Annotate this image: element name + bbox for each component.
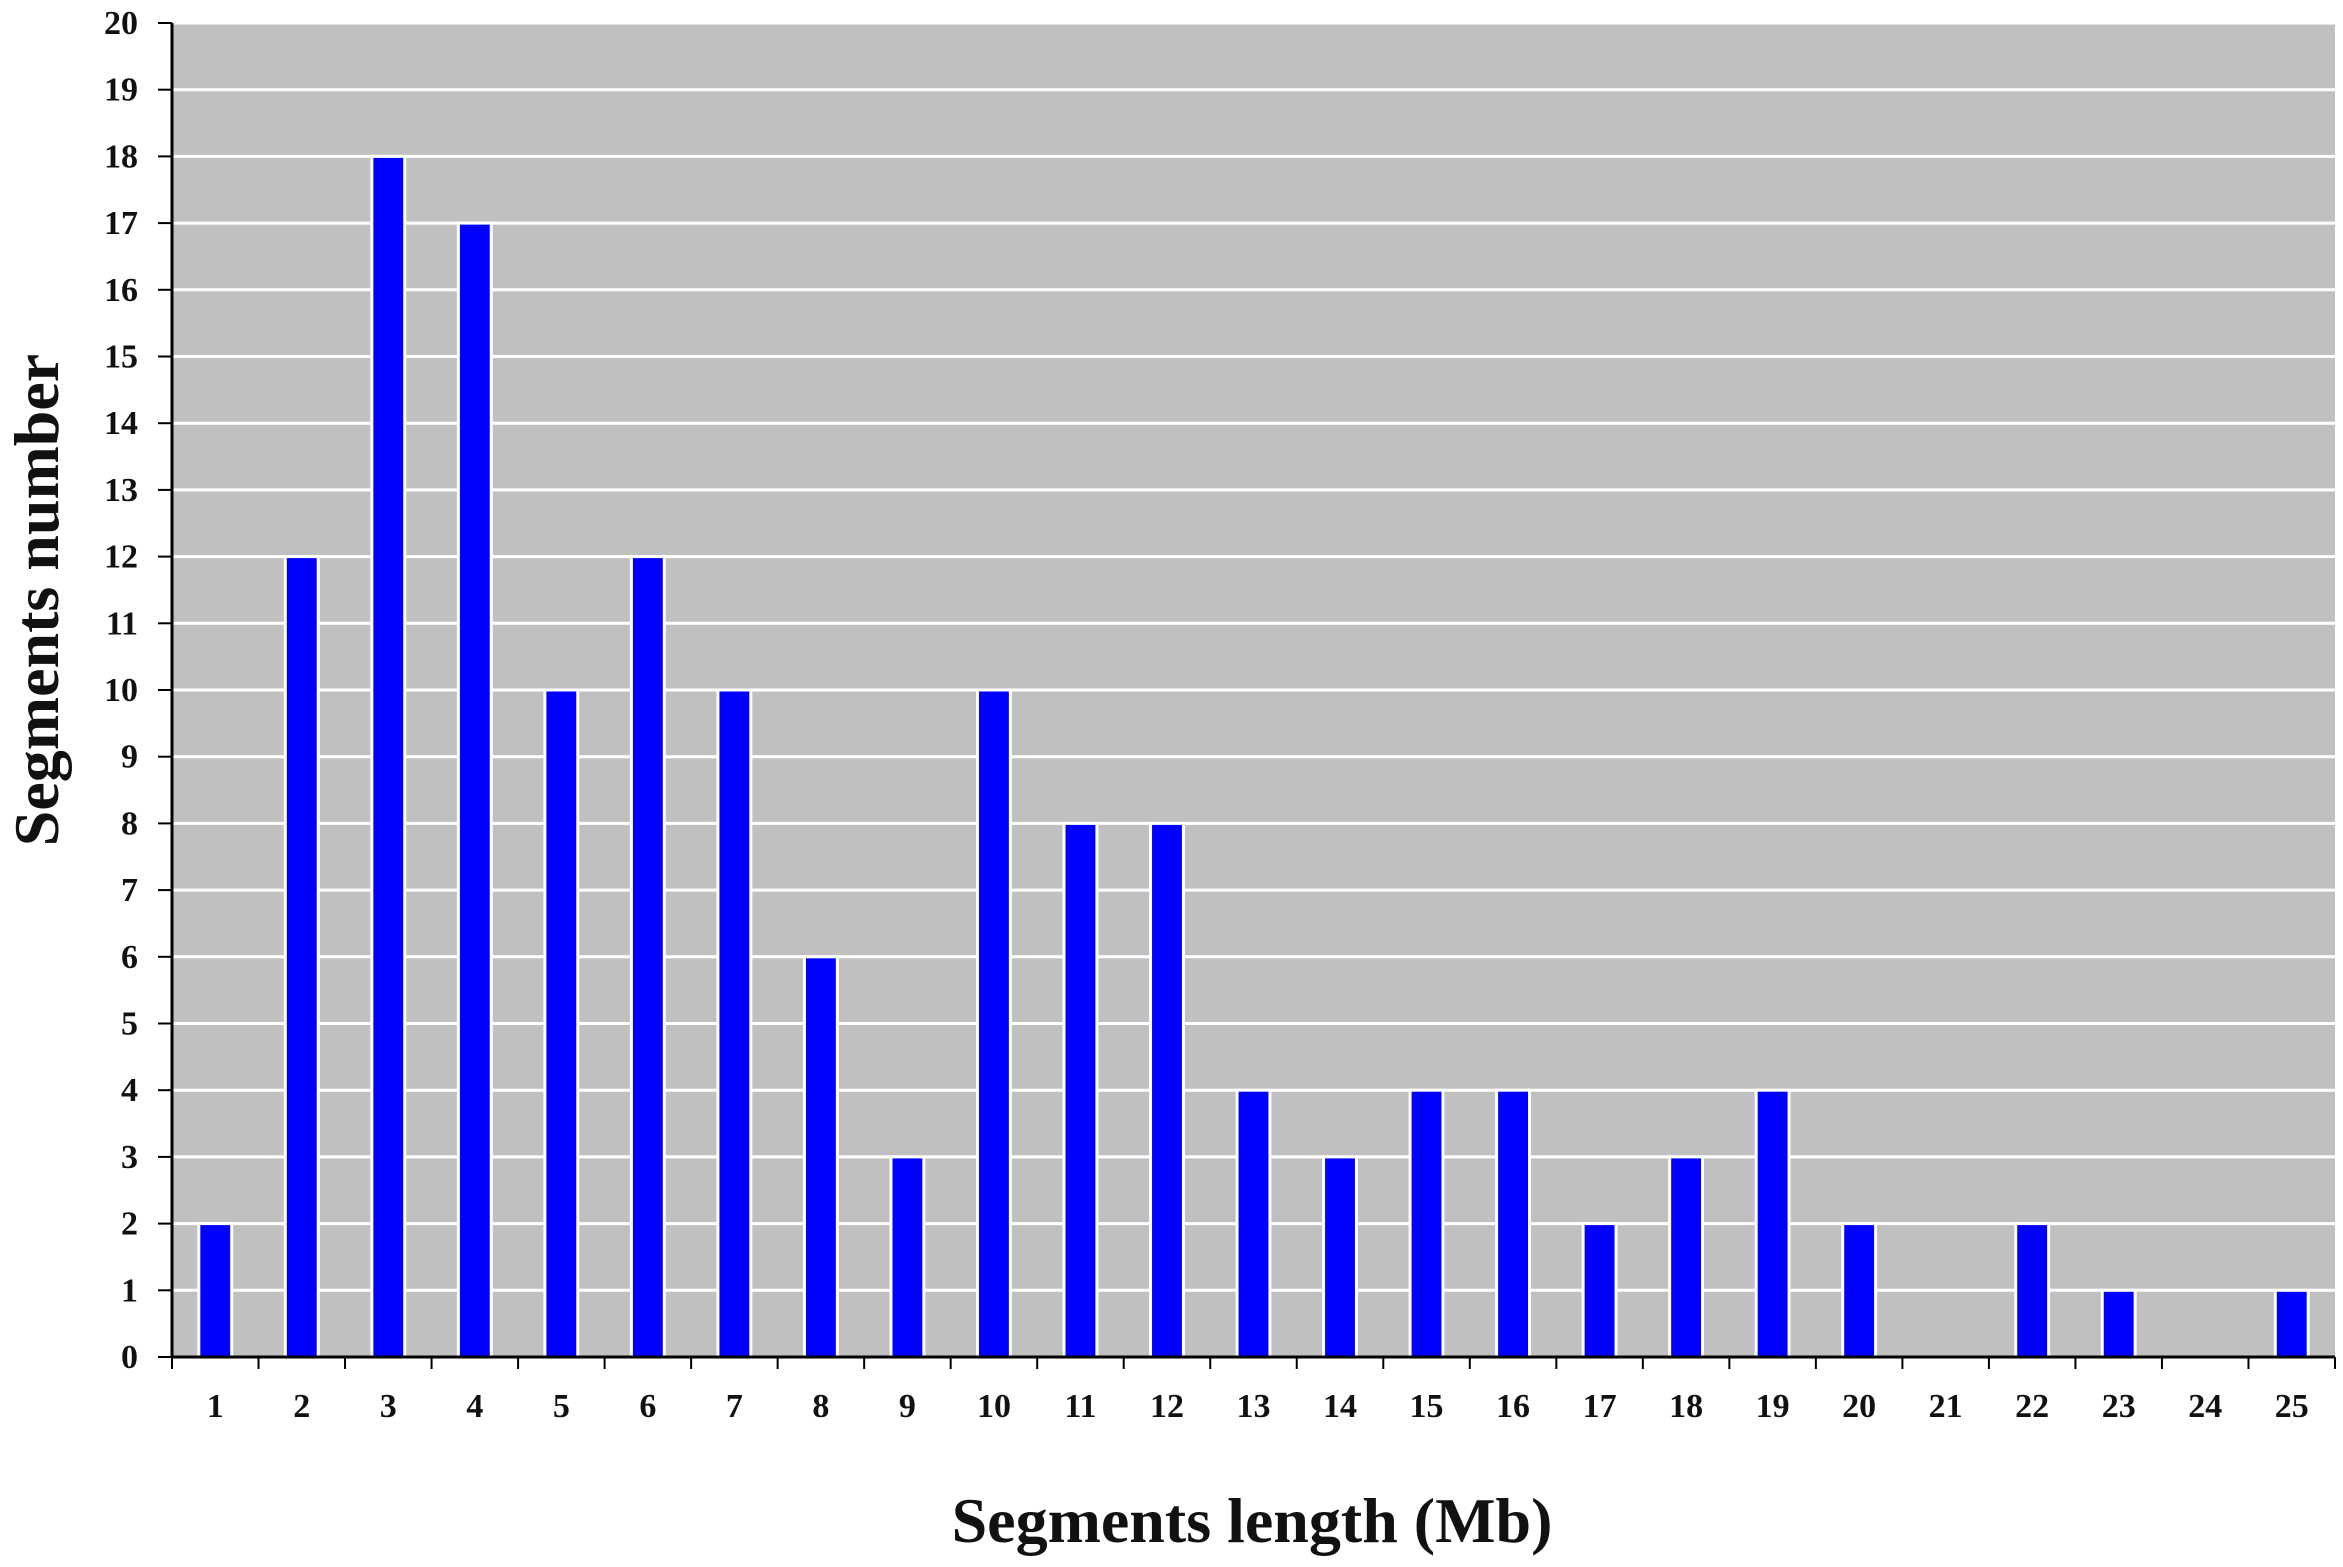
x-tick-label: 20 [1842, 1388, 1876, 1425]
y-tick-label: 5 [121, 1006, 138, 1043]
x-tick-label: 12 [1150, 1388, 1184, 1425]
x-tick-label: 1 [207, 1388, 224, 1425]
x-tick-label: 15 [1410, 1388, 1444, 1425]
bar [1062, 821, 1099, 1359]
x-tick-label: 23 [2102, 1388, 2136, 1425]
y-tick-label: 9 [121, 739, 138, 776]
bar [629, 555, 666, 1359]
x-tick-label: 4 [466, 1388, 483, 1425]
x-tick-label: 25 [2275, 1388, 2309, 1425]
x-tick-label: 3 [380, 1388, 397, 1425]
x-tick-label: 2 [293, 1388, 310, 1425]
bar [1581, 1222, 1618, 1359]
bars [197, 154, 2310, 1359]
x-tick-label: 16 [1496, 1388, 1530, 1425]
y-tick-label: 20 [104, 5, 138, 42]
x-tick-label: 9 [899, 1388, 916, 1425]
y-tick-label: 19 [104, 72, 138, 109]
y-tick-label: 13 [104, 472, 138, 509]
x-tick-label: 6 [639, 1388, 656, 1425]
bar [1149, 821, 1185, 1359]
x-tick-label: 18 [1669, 1388, 1703, 1425]
y-tick-label: 7 [121, 872, 138, 909]
y-tick-label: 1 [121, 1272, 138, 1309]
x-tick-label: 11 [1064, 1388, 1096, 1425]
bar [889, 1155, 926, 1359]
bar [370, 154, 407, 1359]
x-tick-label: 22 [2015, 1388, 2049, 1425]
bar [1322, 1155, 1358, 1359]
x-tick-label: 14 [1323, 1388, 1357, 1425]
x-tick-label: 24 [2188, 1388, 2222, 1425]
bar [2273, 1288, 2310, 1359]
bar [197, 1222, 234, 1359]
y-tick-label: 2 [121, 1206, 138, 1243]
x-tick-label: 7 [726, 1388, 743, 1425]
x-axis-title: Segments length (Mb) [952, 1485, 1553, 1556]
y-tick-label: 14 [104, 405, 138, 442]
y-tick-label: 15 [104, 339, 138, 376]
bar [716, 688, 753, 1359]
bar [1235, 1088, 1272, 1359]
bar [456, 221, 493, 1359]
x-tick-label: 13 [1237, 1388, 1271, 1425]
y-axis-title: Segments number [1, 354, 72, 846]
y-tick-label: 0 [121, 1339, 138, 1376]
x-tick-label: 5 [553, 1388, 570, 1425]
bar [543, 688, 580, 1359]
y-tick-label: 17 [104, 205, 138, 242]
bar [1841, 1222, 1878, 1359]
bar [1668, 1155, 1705, 1359]
y-tick-label: 4 [121, 1072, 138, 1109]
x-tick-label: 21 [1929, 1388, 1963, 1425]
y-tick-label: 11 [106, 605, 138, 642]
x-tick-label: 10 [977, 1388, 1011, 1425]
bar [2100, 1288, 2137, 1359]
x-tick-label: 17 [1583, 1388, 1617, 1425]
bar [802, 955, 839, 1359]
bar [1495, 1088, 1531, 1359]
axes [158, 22, 2336, 1369]
bar [2014, 1222, 2051, 1359]
bar [1408, 1088, 1445, 1359]
x-tick-labels: 1 2 3 4 5 6 7 8 9 10 11 12 13 14 15 16 17 18 19 20 21 22 23 24 2… [207, 1388, 2309, 1425]
bar [283, 555, 320, 1359]
bar [976, 688, 1012, 1359]
bar [1754, 1088, 1791, 1359]
y-tick-label: 10 [104, 672, 138, 709]
x-tick-label: 8 [812, 1388, 829, 1425]
y-tick-label: 18 [104, 138, 138, 175]
y-tick-label: 12 [104, 539, 138, 576]
y-tick-label: 6 [121, 939, 138, 976]
y-tick-label: 3 [121, 1139, 138, 1176]
gridlines [172, 21, 2335, 1292]
y-tick-label: 16 [104, 272, 138, 309]
y-tick-label: 8 [121, 805, 138, 842]
x-tick-label: 19 [1756, 1388, 1790, 1425]
